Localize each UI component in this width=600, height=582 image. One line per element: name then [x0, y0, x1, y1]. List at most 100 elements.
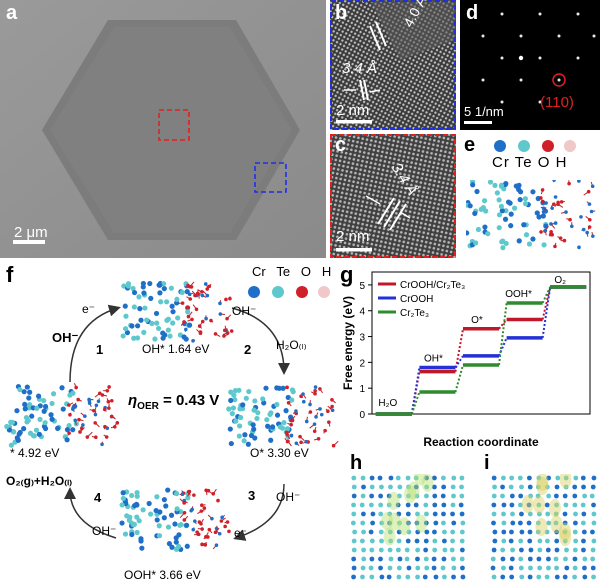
energy-connector	[498, 337, 508, 357]
state-label: OH*	[424, 354, 443, 365]
step-1-num: 1	[96, 342, 104, 357]
atomic-slab	[226, 385, 339, 448]
eta-symbol: η	[128, 392, 138, 409]
state-ooh-energy: OOH* 3.66 eV	[124, 568, 201, 582]
panel-label-e: e	[464, 134, 476, 156]
y-tick-label: 2	[359, 358, 365, 369]
panel-h: h	[340, 452, 470, 582]
legend-h: H	[555, 154, 568, 171]
red-roi-box	[158, 109, 190, 141]
scale-text-c: 2 nm	[336, 228, 370, 245]
saed-pattern	[460, 0, 600, 130]
step-2-product: H₂O₍ₗ₎	[276, 338, 307, 352]
charge-density-h	[350, 474, 466, 580]
legend-o: O	[537, 154, 551, 171]
atomic-slab	[120, 280, 234, 343]
y-tick-label: 1	[359, 384, 365, 395]
panel-d: d (110) 5 1/nm	[460, 0, 600, 130]
panel-c: c 3.4 Å 2 nm	[330, 134, 456, 258]
legend-label: CrOOH	[400, 294, 433, 305]
blue-roi-box	[254, 162, 287, 193]
panel-g: g 0 1 2 3 4 5 Free energy (eV) Reaction coordin…	[340, 262, 600, 452]
panel-label-c: c	[335, 134, 347, 156]
state-o-energy: O* 3.30 eV	[250, 446, 309, 460]
panel-label-a: a	[6, 2, 18, 24]
legend-te: Te	[514, 154, 533, 171]
atomic-slab	[4, 383, 120, 448]
energy-connector	[541, 286, 552, 320]
energy-connector	[410, 367, 421, 415]
step-1-reactant: OH⁻	[52, 330, 79, 345]
oer-cycle-diagram	[4, 280, 339, 552]
energy-connector	[410, 391, 421, 415]
energy-connector	[541, 286, 552, 304]
charge-density-slab	[350, 474, 466, 580]
legend-label: Cr₂Te₃	[400, 308, 429, 319]
energy-connector	[541, 286, 552, 338]
state-label: OOH*	[505, 289, 532, 300]
scale-text-b: 2 nm	[336, 102, 370, 119]
y-tick-label: 5	[359, 281, 365, 292]
panel-label-i: i	[484, 452, 490, 474]
panel-i: i	[474, 452, 600, 582]
atom-legend-e	[494, 140, 576, 152]
state-label: O*	[471, 315, 483, 326]
eta-value: = 0.43 V	[158, 392, 220, 409]
panel-b: b 4.0 Å 3.4 Å 2 nm	[330, 0, 456, 130]
scale-bar	[13, 240, 45, 244]
step-4-num: 4	[94, 490, 102, 505]
sem-hexagon-image	[0, 0, 326, 258]
legend-o-f: O	[300, 264, 312, 279]
panel-label-d: d	[466, 2, 479, 24]
atom-legend-labels-f: Cr Te O H	[252, 264, 331, 279]
plot-frame	[371, 271, 591, 415]
energy-connector	[454, 364, 464, 393]
eta-subscript: OER	[137, 401, 159, 412]
overpotential-label: ηOER = 0.43 V	[128, 392, 219, 412]
panel-label-b: b	[335, 2, 348, 24]
energy-connector	[498, 302, 508, 366]
panel-label-g: g	[340, 262, 354, 287]
scale-text-d: 5 1/nm	[464, 104, 504, 119]
state-label: H₂O	[378, 398, 397, 409]
panel-e: e Cr Te O H	[460, 134, 600, 258]
step-2-reactant: OH⁻	[232, 304, 257, 318]
atomic-slab	[466, 180, 596, 251]
charge-density-slab	[490, 474, 597, 580]
y-tick-label: 3	[359, 333, 365, 344]
scale-text-a: 2 μm	[14, 224, 48, 241]
d-spacing-b2: 3.4 Å	[342, 60, 378, 77]
step-3-reactant: OH⁻	[276, 490, 301, 504]
hrtem-image-b	[330, 0, 456, 130]
step-3-product: e⁻	[234, 526, 248, 540]
legend-cr: Cr	[492, 154, 510, 171]
spot-index: (110)	[540, 94, 574, 111]
step-4-product: O₂₍g₎+H₂O₍ₗ₎	[6, 474, 73, 488]
y-tick-label: 4	[359, 307, 365, 318]
diffraction-spot-circle	[552, 73, 566, 87]
legend-te-f: Te	[276, 264, 291, 279]
y-axis-label: Free energy (eV)	[341, 296, 355, 390]
legend-label: CrOOH/Cr₂Te₃	[400, 280, 465, 291]
step-4-reactant: OH⁻	[92, 524, 117, 538]
energy-connector	[454, 328, 464, 372]
step-1-product: e⁻	[82, 302, 96, 316]
atom-legend-labels-e: Cr Te O H	[492, 154, 567, 171]
x-axis-label: Reaction coordinate	[423, 435, 539, 449]
panel-a: a 2 μm	[0, 0, 326, 258]
step-3-num: 3	[248, 488, 256, 503]
panel-label-h: h	[350, 452, 363, 474]
hrtem-image-c	[330, 134, 456, 258]
panel-label-f: f	[6, 262, 14, 287]
charge-density-i	[490, 474, 597, 580]
step-2-num: 2	[244, 342, 252, 357]
atomic-slab	[119, 487, 231, 552]
panel-f: f Cr Te O H 1 OH⁻ e⁻ 2 OH⁻ H₂O₍ₗ₎ 3 OH⁻ …	[0, 262, 340, 582]
free-energy-chart: 0 1 2 3 4 5 Free energy (eV) Reaction coordinat…	[341, 271, 591, 449]
legend-h-f: H	[321, 264, 332, 279]
atom-legend-f	[248, 286, 330, 298]
crystal-structure-e	[466, 180, 596, 251]
y-tick-label: 0	[359, 410, 365, 421]
state-bare-energy: * 4.92 eV	[10, 446, 60, 460]
legend-cr-f: Cr	[252, 264, 266, 279]
